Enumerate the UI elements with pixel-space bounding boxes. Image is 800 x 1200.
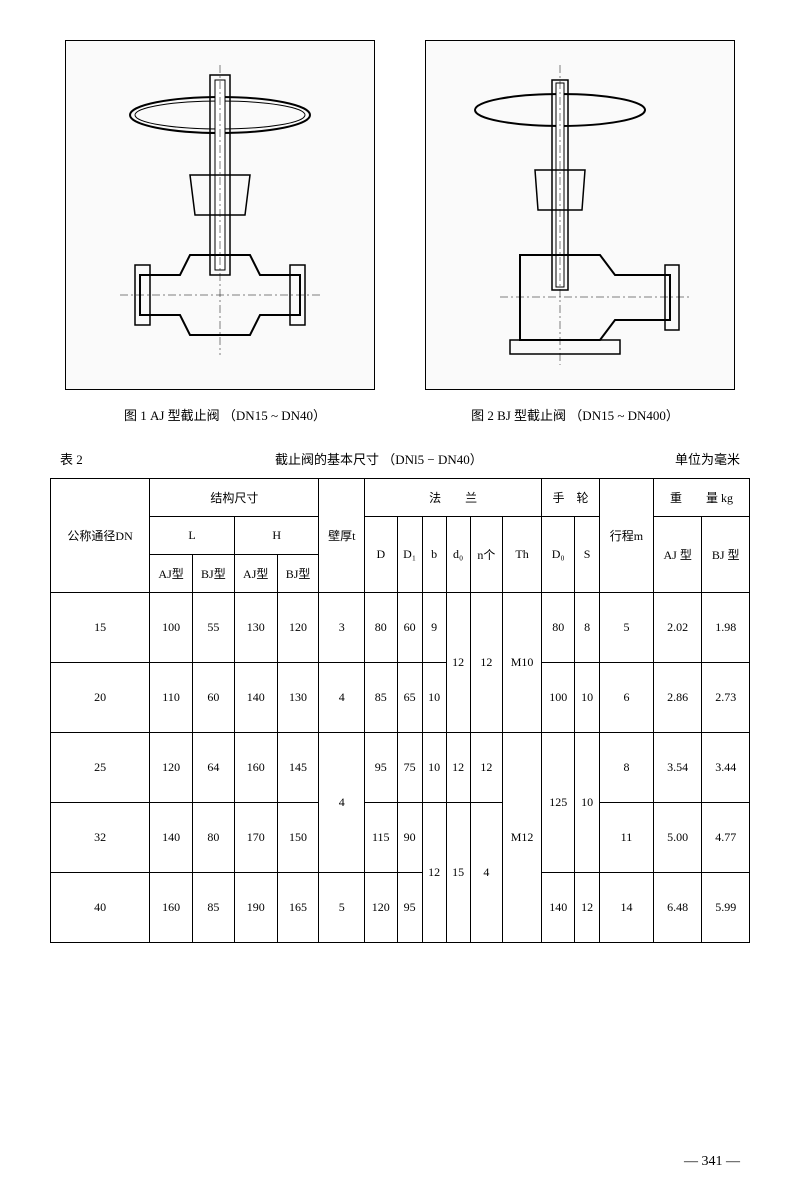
col-H: H xyxy=(234,517,319,555)
col-LAJ: AJ型 xyxy=(150,555,193,593)
col-t: 壁厚t xyxy=(319,479,365,593)
valve-drawing-icon xyxy=(440,55,720,375)
table-row: 32 140 80 170 150 115 90 12 15 4 11 5.00… xyxy=(51,803,750,873)
col-flange: 法 兰 xyxy=(365,479,542,517)
col-LBJ: BJ型 xyxy=(192,555,234,593)
col-D1: D₁ xyxy=(397,517,422,593)
table-label: 表 2 xyxy=(60,449,83,468)
table-title-row: 表 2 截止阀的基本尺寸 （DNl5 − DN40） 单位为毫米 xyxy=(50,449,750,468)
table-row: 15 100 55 130 120 3 80 60 9 12 12 M10 80… xyxy=(51,593,750,663)
col-n: n个 xyxy=(470,517,502,593)
figure-2-caption: 图 2 BJ 型截止阀 （DN15 ~ DN400） xyxy=(420,405,730,424)
col-HBJ: BJ型 xyxy=(277,555,319,593)
col-struct: 结构尺寸 xyxy=(150,479,319,517)
col-Th: Th xyxy=(503,517,542,593)
table-title: 截止阀的基本尺寸 （DNl5 − DN40） xyxy=(83,449,675,468)
table-row: 25 120 64 160 145 4 95 75 10 12 12 M12 1… xyxy=(51,733,750,803)
figure-1-caption: 图 1 AJ 型截止阀 （DN15 ~ DN40） xyxy=(70,405,380,424)
col-wBJ: BJ 型 xyxy=(702,517,750,593)
table-unit: 单位为毫米 xyxy=(675,449,740,468)
figures-row xyxy=(50,40,750,390)
col-weight: 重 量 kg xyxy=(653,479,749,517)
dimensions-table: 公称通径DN 结构尺寸 壁厚t 法 兰 手 轮 行程m 重 量 kg L H D… xyxy=(50,478,750,943)
figure-captions: 图 1 AJ 型截止阀 （DN15 ~ DN40） 图 2 BJ 型截止阀 （D… xyxy=(50,405,750,424)
table-row: 40 160 85 190 165 5 120 95 140 12 14 6.4… xyxy=(51,873,750,943)
col-dn: 公称通径DN xyxy=(51,479,150,593)
col-S: S xyxy=(575,517,600,593)
col-m: 行程m xyxy=(599,479,653,593)
page-number: — 341 — xyxy=(684,1154,740,1170)
col-D: D xyxy=(365,517,397,593)
valve-drawing-icon xyxy=(80,55,360,375)
col-wAJ: AJ 型 xyxy=(653,517,701,593)
col-handwheel: 手 轮 xyxy=(542,479,600,517)
col-d0: d₀ xyxy=(446,517,470,593)
col-D0: D₀ xyxy=(542,517,575,593)
figure-2 xyxy=(425,40,735,390)
col-HAJ: AJ型 xyxy=(234,555,277,593)
col-L: L xyxy=(150,517,235,555)
figure-1 xyxy=(65,40,375,390)
table-row: 20 110 60 140 130 4 85 65 10 100 10 6 2.… xyxy=(51,663,750,733)
col-b: b xyxy=(422,517,446,593)
